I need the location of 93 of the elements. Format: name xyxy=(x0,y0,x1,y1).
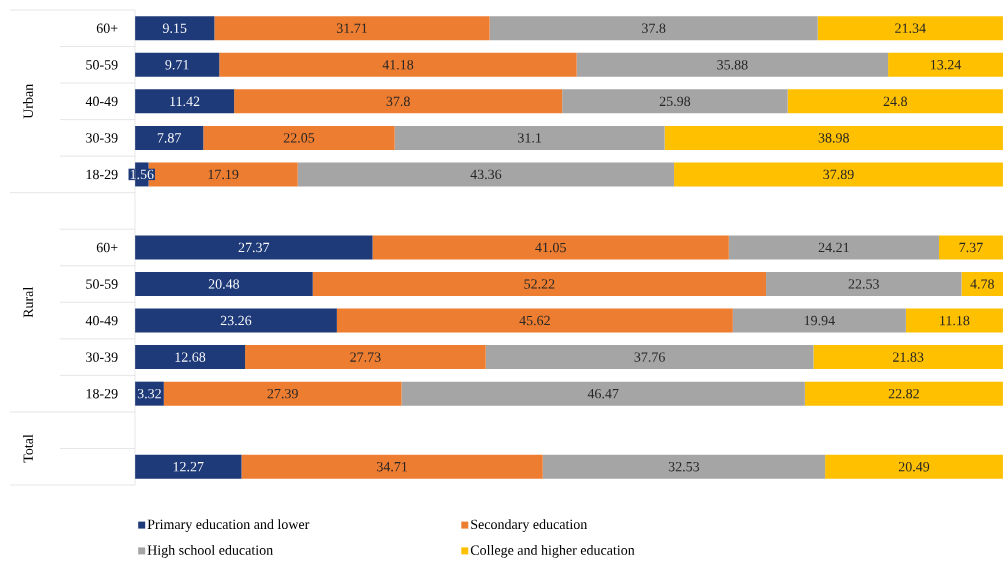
data-label: 45.62 xyxy=(519,315,550,326)
legend-label: Secondary education xyxy=(471,519,588,532)
bar xyxy=(817,16,1003,41)
data-label: 37.89 xyxy=(823,169,854,180)
bar xyxy=(214,16,490,41)
data-label: 37.76 xyxy=(634,352,665,362)
bar xyxy=(203,125,395,150)
data-label: 22.82 xyxy=(888,388,919,399)
data-label: 31.71 xyxy=(336,23,367,33)
data-label: 3.32 xyxy=(137,388,161,399)
text: Total xyxy=(23,434,33,463)
bar xyxy=(372,235,729,260)
text: Urban xyxy=(23,84,33,119)
data-label: 32.53 xyxy=(668,462,700,472)
legend-label: High school education xyxy=(147,544,273,558)
y-tick-label: 60+ xyxy=(96,23,118,33)
bar xyxy=(732,308,906,333)
bar xyxy=(489,16,818,41)
bar xyxy=(219,52,577,77)
bar xyxy=(765,272,962,297)
data-label: 11.18 xyxy=(940,315,970,326)
data-label: 20.49 xyxy=(898,461,930,472)
bar xyxy=(728,235,939,260)
data-label: 9.71 xyxy=(165,60,189,70)
legend-label: College and higher education xyxy=(470,544,635,558)
bar xyxy=(297,162,675,187)
data-label: 21.83 xyxy=(893,352,924,362)
data-label: 27.37 xyxy=(238,242,270,253)
data-label: 13.24 xyxy=(931,60,962,70)
bar xyxy=(234,89,563,114)
data-label: 24.8 xyxy=(883,96,908,107)
y-tick-label: 50-59 xyxy=(86,279,118,289)
bar xyxy=(336,308,733,333)
data-label: 19.94 xyxy=(804,315,835,326)
data-label: 37.8 xyxy=(642,23,666,34)
data-label: 52.22 xyxy=(524,279,555,289)
data-label: 41.18 xyxy=(382,60,414,70)
data-label: 46.47 xyxy=(587,388,619,399)
bar xyxy=(394,125,665,150)
bar xyxy=(825,454,1003,479)
data-label: 17.19 xyxy=(208,169,239,180)
data-label: 22.53 xyxy=(848,279,879,289)
data-label: 37.8 xyxy=(386,96,410,107)
data-label: 12.27 xyxy=(173,462,204,472)
y-tick-label: 30-39 xyxy=(86,133,118,143)
bar xyxy=(888,52,1004,77)
y-tick-label: 18-29 xyxy=(86,388,118,399)
legend-label: Primary education and lower xyxy=(147,519,310,532)
y-tick-label: 40-49 xyxy=(85,96,118,107)
bar xyxy=(787,89,1003,114)
y-tick-label: 50-59 xyxy=(86,60,118,70)
bar xyxy=(674,162,1003,187)
y-tick-label: 18-29 xyxy=(86,169,118,180)
bar xyxy=(542,454,826,479)
bar xyxy=(804,381,1003,406)
bar xyxy=(245,345,486,370)
bar xyxy=(312,272,766,297)
bar xyxy=(576,52,889,77)
data-label: 12.68 xyxy=(175,352,206,362)
data-label: 1.56 xyxy=(130,169,154,180)
data-label: 21.34 xyxy=(895,23,926,33)
data-label: 34.71 xyxy=(377,462,408,472)
bar xyxy=(241,454,543,479)
data-label: 4.78 xyxy=(970,279,994,289)
data-label: 43.36 xyxy=(470,169,502,180)
bar xyxy=(401,381,805,406)
bar xyxy=(813,345,1003,370)
y-tick-label: 40-49 xyxy=(85,315,118,326)
data-label: 23.26 xyxy=(220,315,252,326)
bar xyxy=(562,89,788,114)
y-tick-label: 30-39 xyxy=(86,352,118,362)
bar xyxy=(163,381,402,406)
data-label: 27.73 xyxy=(350,352,381,362)
bar xyxy=(664,125,1003,150)
data-label: 35.88 xyxy=(717,60,748,70)
bar xyxy=(135,235,373,260)
data-label: 27.39 xyxy=(267,388,298,399)
data-label: 20.48 xyxy=(208,279,240,289)
data-label: 38.98 xyxy=(818,133,849,143)
y-tick-label: 60+ xyxy=(96,242,118,253)
data-label: 41.05 xyxy=(535,242,566,253)
data-label: 24.21 xyxy=(818,242,849,253)
data-label: 25.98 xyxy=(659,96,691,107)
bar xyxy=(485,345,814,370)
data-label: 11.42 xyxy=(170,96,200,107)
data-label: 7.37 xyxy=(959,242,983,253)
bar xyxy=(135,308,337,333)
data-label: 9.15 xyxy=(162,23,187,33)
bar xyxy=(135,272,313,297)
data-label: 31.1 xyxy=(518,133,542,143)
data-label: 7.87 xyxy=(157,133,181,143)
text: Rural xyxy=(23,287,33,318)
data-label: 22.05 xyxy=(283,133,315,143)
